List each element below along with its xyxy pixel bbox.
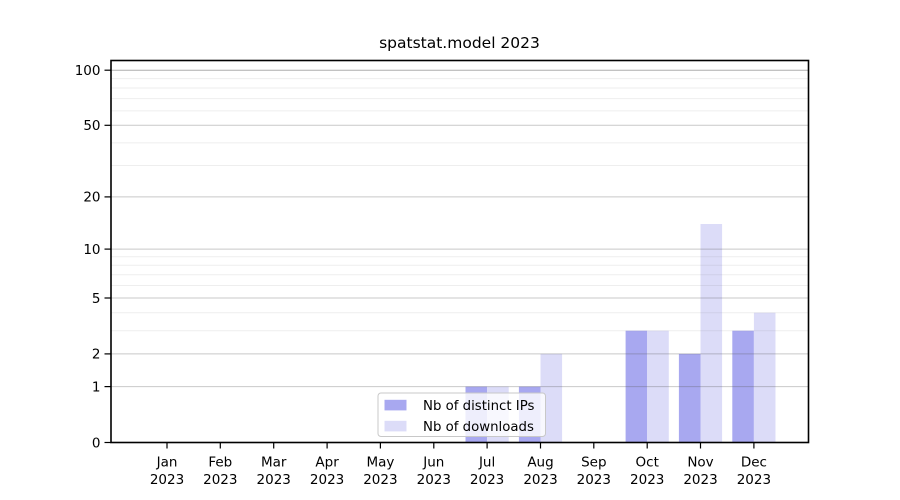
x-tick-label-month: Feb <box>208 455 232 471</box>
x-tick-label-month: Jul <box>478 455 495 471</box>
x-tick-label-year: 2023 <box>683 472 717 488</box>
x-tick-label-year: 2023 <box>203 472 237 488</box>
y-tick-label: 2 <box>92 347 101 363</box>
x-tick-label-year: 2023 <box>523 472 557 488</box>
x-tick-label-month: Oct <box>636 455 659 471</box>
x-tick-label-year: 2023 <box>363 472 397 488</box>
bar <box>732 330 754 443</box>
x-tick-label-year: 2023 <box>417 472 451 488</box>
x-tick-label-month: Nov <box>687 455 713 471</box>
x-tick-label-month: Sep <box>581 455 606 471</box>
x-tick-label-year: 2023 <box>737 472 771 488</box>
legend: Nb of distinct IPs Nb of downloads <box>377 392 546 437</box>
y-axis: 0 1 2 5 10 20 50 100 <box>75 63 111 451</box>
gridlines <box>111 69 809 388</box>
x-tick-label-year: 2023 <box>577 472 611 488</box>
y-tick-label: 5 <box>92 291 101 307</box>
x-tick-label-month: Mar <box>261 455 287 471</box>
y-tick-label: 10 <box>83 242 100 258</box>
bar <box>625 330 648 443</box>
y-tick-label: 50 <box>83 118 100 134</box>
bar <box>678 353 701 443</box>
x-tick-label-year: 2023 <box>150 472 184 488</box>
x-tick-label-month: Jun <box>422 455 444 471</box>
legend-swatch <box>384 399 407 411</box>
x-tick-label-month: Aug <box>527 455 553 471</box>
chart-title: spatstat.model 2023 <box>379 34 540 52</box>
x-tick-label-month: Apr <box>315 455 339 471</box>
x-tick-label-month: Jan <box>156 455 178 471</box>
legend-label: Nb of downloads <box>423 420 534 435</box>
bar <box>647 330 669 443</box>
x-tick-label-year: 2023 <box>310 472 344 488</box>
bar <box>753 312 776 443</box>
bar <box>700 224 723 443</box>
y-tick-label: 20 <box>83 190 100 206</box>
y-tick-label: 1 <box>92 379 101 395</box>
y-tick-label: 100 <box>75 63 101 79</box>
plot-frame <box>110 59 810 444</box>
x-tick-label-year: 2023 <box>470 472 504 488</box>
x-tick-label-year: 2023 <box>257 472 291 488</box>
legend-label: Nb of distinct IPs <box>423 399 535 414</box>
x-tick-label-month: Dec <box>741 455 767 471</box>
y-tick-label: 0 <box>92 435 101 451</box>
legend-box <box>377 392 546 437</box>
legend-swatch <box>384 420 407 432</box>
x-axis: Jan2023Feb2023Mar2023Apr2023May2023Jun20… <box>150 442 771 488</box>
x-tick-label-month: May <box>366 455 394 471</box>
x-tick-label-year: 2023 <box>630 472 664 488</box>
